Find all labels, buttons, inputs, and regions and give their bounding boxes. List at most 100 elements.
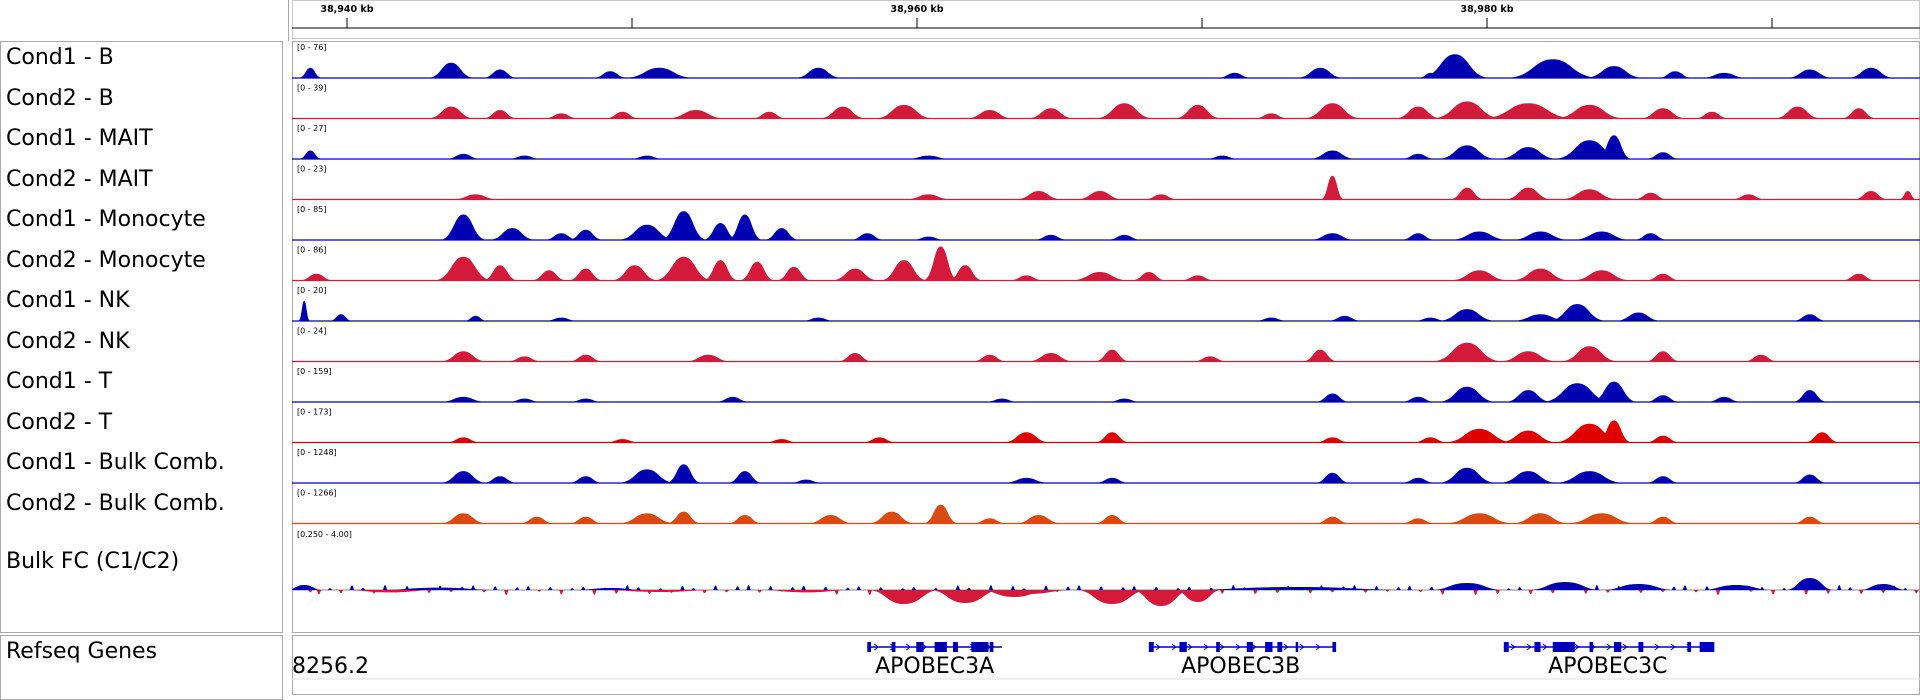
fc-noise-mark <box>635 587 642 590</box>
signal-peak <box>867 511 917 524</box>
ruler-tick-label: 38,960 kb <box>890 4 943 15</box>
fc-noise-mark <box>305 587 311 590</box>
track-name-cond2-b[interactable]: Cond2 - B <box>6 85 114 111</box>
track-name-cond2-bulk-comb-[interactable]: Cond2 - Bulk Comb. <box>6 490 225 516</box>
track-name-cond1-b[interactable]: Cond1 - B <box>6 45 114 70</box>
fc-noise-mark <box>437 585 443 590</box>
track-name-bulk-fc[interactable]: Bulk FC (C1/C2) <box>6 549 180 574</box>
signal-peak <box>567 516 605 524</box>
signal-peak <box>1638 108 1688 119</box>
signal-peak <box>1497 430 1559 443</box>
strand-arrow <box>1315 643 1321 651</box>
signal-peak <box>542 317 580 321</box>
strand-arrow <box>1622 643 1628 651</box>
fc-noise-mark <box>1087 590 1093 593</box>
signal-peak <box>1497 351 1559 362</box>
fc-noise-mark <box>602 587 609 590</box>
track-name-cond2-monocyte[interactable]: Cond2 - Monocyte <box>6 247 206 273</box>
track-name-cond1-bulk-comb-[interactable]: Cond1 - Bulk Comb. <box>6 450 225 475</box>
track-name-cond2-nk[interactable]: Cond2 - NK <box>6 328 130 354</box>
fc-noise-mark <box>1043 585 1049 590</box>
gene-exon <box>1503 642 1509 652</box>
fc-noise-mark <box>1120 587 1126 590</box>
signal-peak <box>298 300 311 321</box>
track-name-cond1-monocyte[interactable]: Cond1 - Monocyte <box>6 207 206 232</box>
signal-peak <box>1436 309 1498 321</box>
signal-peak <box>1509 513 1572 524</box>
track-name-cond1-mait[interactable]: Cond1 - MAIT <box>6 126 153 151</box>
strand-arrow <box>1171 643 1177 651</box>
signal-peak <box>628 155 666 159</box>
fc-noise-mark <box>734 586 741 590</box>
signal-peak <box>1014 191 1064 200</box>
fc-noise-mark <box>360 587 366 590</box>
signal-peak <box>1595 420 1633 443</box>
signal-peak <box>438 351 488 362</box>
fc-noise-mark <box>1550 590 1556 594</box>
signal-peak <box>616 224 678 240</box>
signal-peak <box>1130 272 1168 281</box>
track-name-cond1-nk[interactable]: Cond1 - NK <box>6 288 130 313</box>
signal-peak <box>1565 513 1639 524</box>
ruler: 38,940 kb 38,960 kb 38,980 kb <box>292 0 1920 39</box>
fc-noise-mark <box>1461 586 1468 590</box>
fc-noise-mark <box>503 590 509 595</box>
fc-noise-mark <box>1098 586 1104 590</box>
signal-peak <box>1399 477 1437 483</box>
signal-peak <box>910 236 947 240</box>
fc-positive-region <box>1528 582 1602 590</box>
track-name-cond2-mait[interactable]: Cond2 - MAIT <box>6 166 153 192</box>
track-name-cond1-t[interactable]: Cond1 - T <box>6 369 113 394</box>
signal-peak <box>1314 437 1351 443</box>
signal-peak <box>1497 471 1559 483</box>
signal-peak <box>530 270 568 281</box>
signal-peak <box>298 150 323 159</box>
signal-peak <box>481 265 519 281</box>
gene-exon <box>891 642 896 652</box>
data-range-label: [0.250 - 4.00] <box>297 530 352 539</box>
fc-noise-mark <box>404 586 410 590</box>
fc-noise-mark <box>1649 585 1655 590</box>
signal-peak <box>1898 191 1917 200</box>
fc-noise-mark <box>349 585 355 590</box>
signal-peak <box>1008 275 1045 281</box>
signal-peak <box>1436 145 1498 159</box>
strand-arrow <box>1510 643 1516 651</box>
fc-noise-mark <box>1539 588 1545 590</box>
fc-noise-mark <box>547 587 554 590</box>
fc-noise-mark <box>1263 588 1270 590</box>
signal-peak <box>1583 66 1645 78</box>
fc-noise-mark <box>1417 590 1424 592</box>
data-panel: [0 - 76] [0 - 39] [0 - 27] [0 - 23] [0 - 85]… <box>292 41 1920 633</box>
strand-arrow <box>1299 643 1305 651</box>
signal-peak <box>1307 233 1357 240</box>
strand-arrow <box>1235 643 1241 651</box>
fc-noise-mark <box>492 586 498 590</box>
data-range-label: [0 - 1266] <box>297 489 337 498</box>
track-name-cond2-t[interactable]: Cond2 - T <box>6 409 113 435</box>
gene-exon <box>971 642 989 652</box>
signal-peak <box>1571 231 1633 240</box>
data-range-label: [0 - 20] <box>297 286 326 295</box>
fc-noise-mark <box>756 590 763 593</box>
fc-noise-mark <box>1142 590 1148 592</box>
fc-noise-mark <box>1175 588 1181 590</box>
fc-noise-mark <box>955 585 961 590</box>
fc-noise-mark <box>1737 586 1743 590</box>
fc-noise-mark <box>646 590 653 594</box>
signal-peak <box>799 317 837 321</box>
fc-noise-mark <box>855 586 862 590</box>
signal-peak <box>1142 194 1180 200</box>
signal-peak <box>1216 72 1253 78</box>
fc-noise-mark <box>1693 590 1699 593</box>
fc-noise-mark <box>822 586 829 590</box>
signal-peak <box>1418 54 1492 78</box>
fc-noise-mark <box>1814 587 1820 590</box>
data-range-label: [0 - 27] <box>297 124 326 133</box>
gene-exon <box>1265 642 1273 652</box>
fc-noise-mark <box>1516 587 1523 590</box>
signal-peak <box>775 266 813 281</box>
track-name-refseq-genes[interactable]: Refseq Genes <box>6 639 158 664</box>
signal-peak <box>1301 103 1364 119</box>
fc-noise-mark <box>778 590 785 592</box>
